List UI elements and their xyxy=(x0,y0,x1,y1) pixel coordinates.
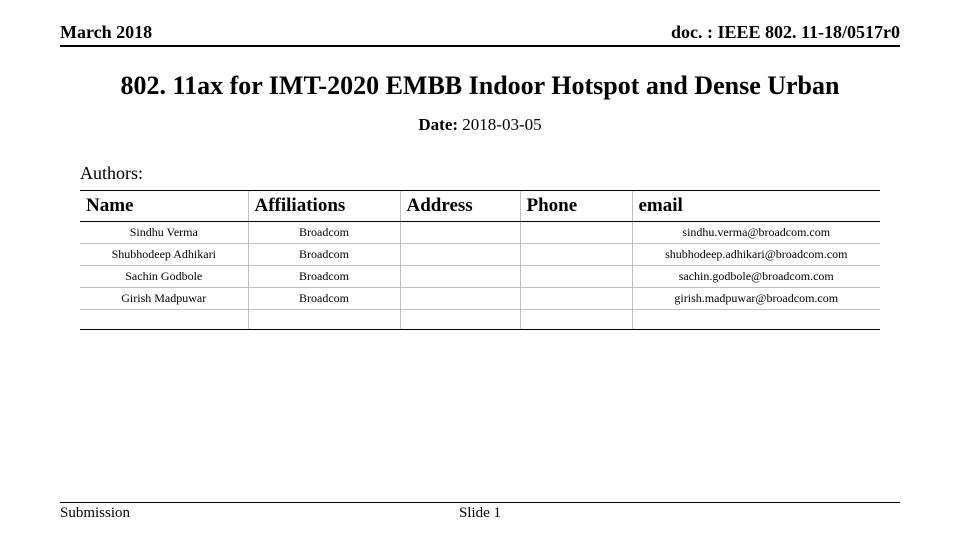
date-line: Date: 2018-03-05 xyxy=(60,115,900,135)
cell-email: girish.madpuwar@broadcom.com xyxy=(632,288,880,310)
cell-name xyxy=(80,310,248,330)
table-row: Sachin Godbole Broadcom sachin.godbole@b… xyxy=(80,266,880,288)
cell-phone xyxy=(520,222,632,244)
authors-label: Authors: xyxy=(80,163,900,184)
table-row: Girish Madpuwar Broadcom girish.madpuwar… xyxy=(80,288,880,310)
header-doc-id: doc. : IEEE 802. 11-18/0517r0 xyxy=(671,22,900,43)
date-value: 2018-03-05 xyxy=(462,115,541,134)
cell-address xyxy=(400,310,520,330)
authors-table: Name Affiliations Address Phone email Si… xyxy=(80,190,880,330)
cell-affil: Broadcom xyxy=(248,244,400,266)
cell-phone xyxy=(520,310,632,330)
cell-affil: Broadcom xyxy=(248,222,400,244)
slide-page: March 2018 doc. : IEEE 802. 11-18/0517r0… xyxy=(0,0,960,540)
date-label: Date: xyxy=(418,115,458,134)
col-header-phone: Phone xyxy=(520,191,632,222)
col-header-email: email xyxy=(632,191,880,222)
cell-phone xyxy=(520,266,632,288)
footer-row: Submission Slide 1 xyxy=(60,502,900,522)
header-date: March 2018 xyxy=(60,22,152,43)
col-header-affiliations: Affiliations xyxy=(248,191,400,222)
table-row xyxy=(80,310,880,330)
footer-slide-number: Slide 1 xyxy=(459,505,501,522)
cell-name: Shubhodeep Adhikari xyxy=(80,244,248,266)
table-row: Shubhodeep Adhikari Broadcom shubhodeep.… xyxy=(80,244,880,266)
cell-phone xyxy=(520,288,632,310)
cell-affil xyxy=(248,310,400,330)
cell-email: sachin.godbole@broadcom.com xyxy=(632,266,880,288)
cell-email: shubhodeep.adhikari@broadcom.com xyxy=(632,244,880,266)
cell-affil: Broadcom xyxy=(248,266,400,288)
authors-table-wrap: Name Affiliations Address Phone email Si… xyxy=(80,190,880,330)
cell-name: Sindhu Verma xyxy=(80,222,248,244)
cell-address xyxy=(400,288,520,310)
cell-address xyxy=(400,222,520,244)
table-header-row: Name Affiliations Address Phone email xyxy=(80,191,880,222)
cell-address xyxy=(400,244,520,266)
page-title: 802. 11ax for IMT-2020 EMBB Indoor Hotsp… xyxy=(60,71,900,101)
footer-left: Submission xyxy=(60,505,130,522)
cell-name: Girish Madpuwar xyxy=(80,288,248,310)
col-header-name: Name xyxy=(80,191,248,222)
cell-address xyxy=(400,266,520,288)
cell-affil: Broadcom xyxy=(248,288,400,310)
cell-email xyxy=(632,310,880,330)
header-row: March 2018 doc. : IEEE 802. 11-18/0517r0 xyxy=(60,22,900,47)
cell-email: sindhu.verma@broadcom.com xyxy=(632,222,880,244)
cell-name: Sachin Godbole xyxy=(80,266,248,288)
cell-phone xyxy=(520,244,632,266)
col-header-address: Address xyxy=(400,191,520,222)
table-row: Sindhu Verma Broadcom sindhu.verma@broad… xyxy=(80,222,880,244)
